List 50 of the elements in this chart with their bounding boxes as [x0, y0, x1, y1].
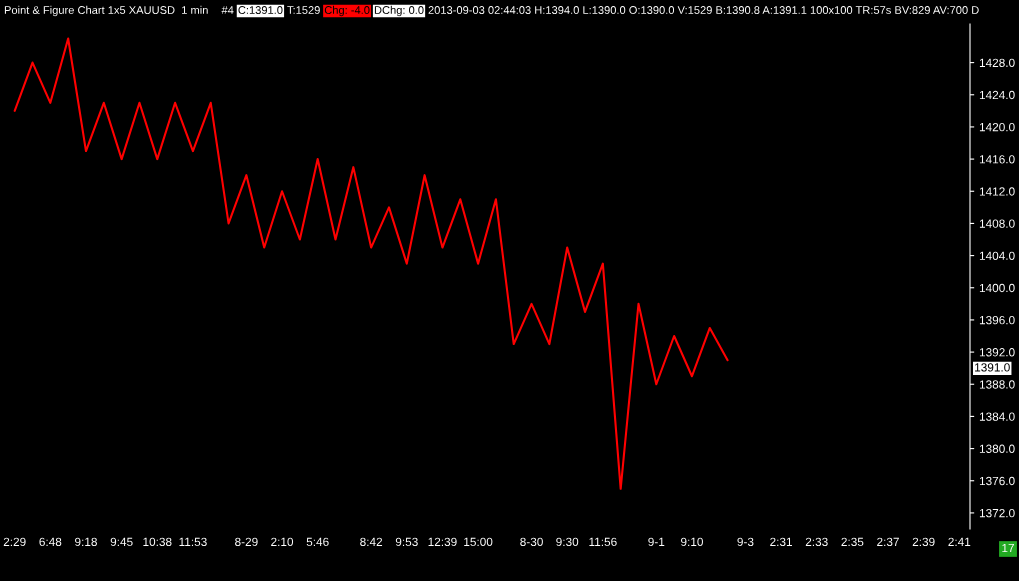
x-tick-label: 9:53 [395, 537, 418, 546]
x-tick-label: 8-29 [235, 537, 258, 546]
x-tick-label: 9:10 [681, 537, 703, 546]
x-tick-label: 8:42 [360, 537, 383, 546]
x-tick-label: 9:30 [556, 537, 579, 546]
x-tick-label: 11:56 [589, 537, 617, 546]
x-tick-label: 9-3 [737, 537, 754, 546]
x-tick-label: 11:53 [179, 537, 207, 546]
y-tick-label: 1380.0 [979, 444, 1015, 453]
y-tick-label: 1416.0 [979, 155, 1015, 164]
x-tick-label: 2:35 [841, 537, 864, 546]
text: DChg: 0.0 [374, 5, 424, 17]
y-tick-label: 1400.0 [979, 283, 1015, 293]
x-tick-label: 9:18 [75, 537, 97, 546]
y-tick-label: 1420.0 [979, 122, 1015, 132]
y-tick-label: 1384.0 [979, 412, 1015, 421]
y-tick-label: 1392.0 [979, 348, 1015, 357]
y-tick-label: 1404.0 [979, 251, 1015, 260]
chart-title: Point & Figure Chart 1x5 XAUUSD 1 min [4, 5, 208, 17]
x-tick-label: 5:46 [306, 537, 329, 546]
x-tick-label: 2:33 [805, 537, 828, 546]
y-tick-label: 1388.0 [979, 380, 1015, 389]
text: C:1391.0 [238, 6, 283, 14]
x-tick-label: 2:10 [271, 537, 294, 546]
x-tick-label: 2:39 [912, 537, 935, 546]
text: 17 [1002, 543, 1014, 553]
line-series [13, 37, 729, 490]
text: 1391.0 [975, 363, 1010, 372]
x-tick-label: 9-1 [648, 537, 665, 546]
x-tick-label: 12:39 [428, 537, 457, 546]
y-tick-label: 1372.0 [979, 508, 1015, 518]
text: 2013-09-03 02:44:03 H:1394.0 L:1390.0 O:1390.0 V:1529 B:1390.8 A:1391.1 100x100 TR:57s BV:829 AV:700 D [428, 6, 979, 14]
y-tick-label: 1424.0 [979, 90, 1015, 100]
x-tick-label: 2:41 [948, 537, 971, 546]
y-tick-label: 1412.0 [979, 187, 1015, 196]
y-tick-label: 1428.0 [979, 58, 1015, 67]
y-tick-label: 1408.0 [979, 219, 1015, 228]
text: T:1529 [287, 6, 320, 14]
x-tick-label: 2:31 [770, 537, 792, 546]
y-tick-label: 1396.0 [979, 315, 1015, 325]
x-tick-label: 15:00 [464, 537, 493, 546]
x-tick-label: 2:29 [3, 537, 26, 546]
x-tick-label: 8-30 [520, 537, 543, 546]
x-tick-label: 9:45 [110, 537, 133, 546]
x-tick-label: 6:48 [39, 537, 62, 546]
x-tick-label: 2:37 [877, 537, 899, 546]
text: Chg: -4.0 [324, 5, 370, 17]
y-tick-label: 1376.0 [979, 476, 1015, 486]
text: #4 [221, 6, 234, 14]
x-tick-label: 10:38 [143, 537, 172, 546]
